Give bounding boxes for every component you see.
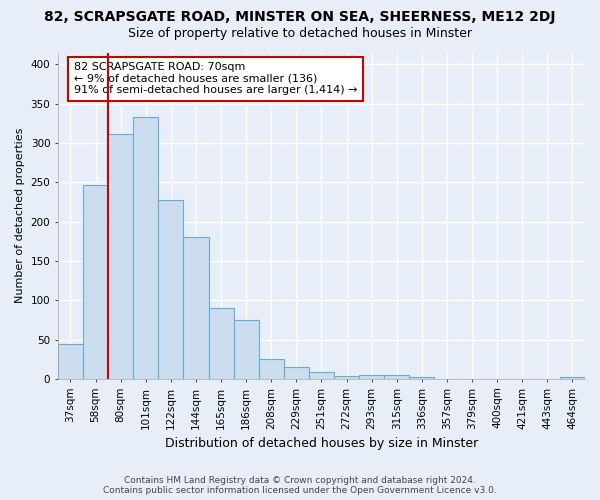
Bar [158,200,184,379]
Bar [133,117,158,379]
Bar [384,375,409,379]
Bar [83,186,108,379]
Text: 82 SCRAPSGATE ROAD: 70sqm
← 9% of detached houses are smaller (136)
91% of semi-: 82 SCRAPSGATE ROAD: 70sqm ← 9% of detach… [74,62,357,96]
Bar [359,375,384,379]
Bar [334,376,359,379]
X-axis label: Distribution of detached houses by size in Minster: Distribution of detached houses by size … [165,437,478,450]
Bar [560,376,585,379]
Bar [209,308,233,379]
Y-axis label: Number of detached properties: Number of detached properties [15,128,25,304]
Bar [233,320,259,379]
Text: Contains HM Land Registry data © Crown copyright and database right 2024.
Contai: Contains HM Land Registry data © Crown c… [103,476,497,495]
Bar [309,372,334,379]
Bar [284,367,309,379]
Bar [184,238,209,379]
Bar [58,344,83,379]
Bar [409,376,434,379]
Text: 82, SCRAPSGATE ROAD, MINSTER ON SEA, SHEERNESS, ME12 2DJ: 82, SCRAPSGATE ROAD, MINSTER ON SEA, SHE… [44,10,556,24]
Bar [108,134,133,379]
Text: Size of property relative to detached houses in Minster: Size of property relative to detached ho… [128,28,472,40]
Bar [259,359,284,379]
